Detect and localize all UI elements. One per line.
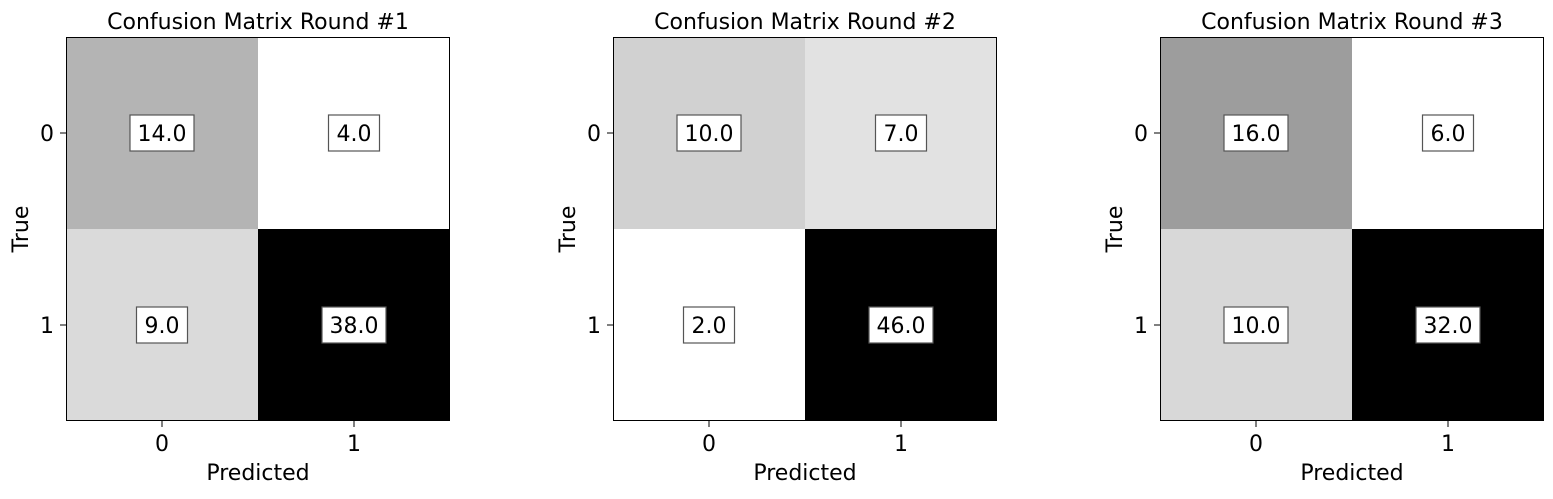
x-axis-label: Predicted (1300, 461, 1403, 486)
value-label-r1-c0: 10.0 (1232, 314, 1281, 339)
confusion-matrix-panel-3: 16.0 6.0 10.0 32.0 0 1 0 1 Confusion Matrix Roun… (1103, 10, 1544, 486)
value-label-box (129, 114, 195, 152)
value-label-box (874, 114, 928, 152)
value-label-box (1223, 114, 1289, 152)
value-label-r1-c1: 38.0 (330, 314, 379, 339)
chart-title: Confusion Matrix Round #3 (1201, 10, 1503, 35)
y-axis-label: True (1103, 206, 1128, 254)
x-tick-label-0: 0 (1249, 432, 1263, 457)
chart-title: Confusion Matrix Round #1 (107, 10, 409, 35)
value-label-box (135, 306, 189, 344)
value-label-r1-c1: 46.0 (877, 314, 926, 339)
x-tick-label-1: 1 (1441, 432, 1455, 457)
value-label-box (327, 114, 381, 152)
y-axis-label: True (9, 206, 34, 254)
value-label-r0-c1: 7.0 (884, 122, 919, 147)
value-label-r1-c1: 32.0 (1424, 314, 1473, 339)
confusion-matrix-panel-1: 14.0 4.0 9.0 38.0 0 1 0 1 Confusion Matrix Round… (9, 10, 450, 486)
value-label-r0-c0: 10.0 (685, 122, 734, 147)
axes-frame (1160, 37, 1544, 421)
value-label-r1-c0: 9.0 (145, 314, 180, 339)
value-label-r0-c1: 6.0 (1431, 122, 1466, 147)
value-label-box (1223, 306, 1289, 344)
chart-title: Confusion Matrix Round #2 (654, 10, 956, 35)
x-axis-label: Predicted (206, 461, 309, 486)
confusion-matrix-panel-2: 10.0 7.0 2.0 46.0 0 1 0 1 Confusion Matrix Round… (556, 10, 997, 486)
y-tick-label-0: 0 (1134, 122, 1148, 147)
x-tick-label-1: 1 (894, 432, 908, 457)
y-tick-label-0: 0 (40, 122, 54, 147)
value-label-box (682, 306, 736, 344)
value-label-r0-c1: 4.0 (337, 122, 372, 147)
y-tick-label-1: 1 (40, 314, 54, 339)
axes-frame (66, 37, 450, 421)
y-tick-label-0: 0 (587, 122, 601, 147)
value-label-box (1415, 306, 1481, 344)
value-label-r1-c0: 2.0 (692, 314, 727, 339)
value-label-box (868, 306, 934, 344)
y-axis-label: True (556, 206, 581, 254)
value-label-box (676, 114, 742, 152)
x-tick-label-1: 1 (347, 432, 361, 457)
value-label-r0-c0: 14.0 (138, 122, 187, 147)
y-tick-label-1: 1 (587, 314, 601, 339)
y-tick-label-1: 1 (1134, 314, 1148, 339)
x-tick-label-0: 0 (702, 432, 716, 457)
value-label-box (1421, 114, 1475, 152)
x-tick-label-0: 0 (155, 432, 169, 457)
value-label-r0-c0: 16.0 (1232, 122, 1281, 147)
value-label-box (321, 306, 387, 344)
axes-frame (613, 37, 997, 421)
x-axis-label: Predicted (753, 461, 856, 486)
